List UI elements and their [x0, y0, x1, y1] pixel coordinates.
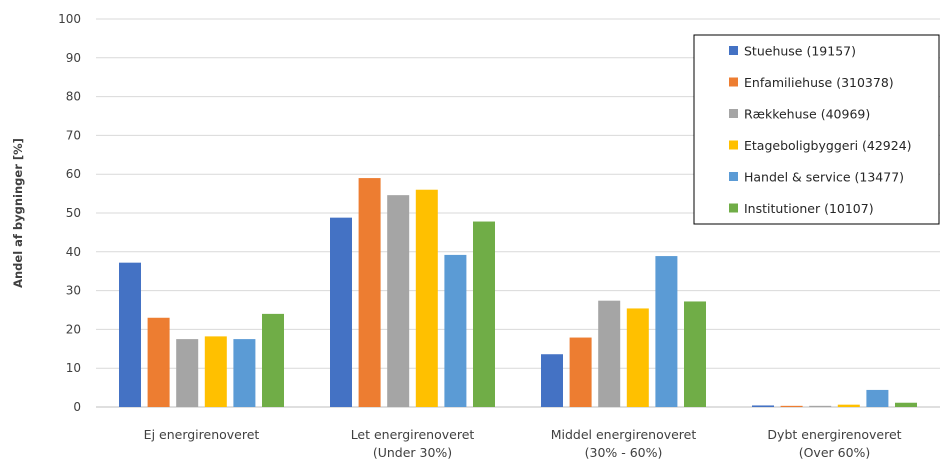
legend-swatch — [729, 46, 738, 55]
bar — [415, 189, 438, 407]
bar — [330, 217, 352, 407]
bar — [262, 313, 284, 407]
bars — [119, 178, 917, 407]
x-tick-label: Middel energirenoveret — [551, 427, 697, 442]
y-tick-label: 50 — [66, 206, 81, 220]
bar — [147, 317, 170, 407]
y-tick-label: 70 — [66, 128, 81, 142]
bar — [626, 308, 649, 407]
y-tick-label: 100 — [58, 12, 81, 26]
y-tick-label: 30 — [66, 284, 81, 298]
legend: Stuehuse (19157) Enfamiliehuse (310378) Ræ… — [693, 34, 940, 225]
bar — [837, 404, 860, 407]
bar — [895, 402, 917, 407]
y-axis-ticks: 0 10 20 30 40 50 60 70 80 90 100 — [58, 12, 81, 414]
bar — [233, 339, 256, 407]
bar — [541, 354, 563, 407]
legend-entry: Stuehuse (19157) — [744, 44, 856, 59]
bar — [204, 336, 227, 407]
x-tick-label: (Under 30%) — [373, 445, 452, 459]
x-tick-label: Ej energirenoveret — [144, 427, 260, 442]
bar — [119, 262, 141, 407]
legend-swatch — [729, 109, 738, 118]
legend-entry: Rækkehuse (40969) — [744, 107, 870, 122]
x-tick-label: (Over 60%) — [799, 445, 871, 459]
legend-swatch — [729, 140, 738, 150]
y-tick-label: 80 — [66, 90, 81, 104]
bar — [655, 256, 678, 407]
y-tick-label: 90 — [66, 51, 81, 65]
y-tick-label: 40 — [66, 245, 81, 259]
legend-swatch — [729, 203, 738, 213]
legend-entry: Etageboligbyggeri (42924) — [744, 138, 912, 153]
bar — [473, 221, 495, 407]
y-tick-label: 10 — [66, 361, 81, 375]
legend-entry: Enfamiliehuse (310378) — [744, 75, 894, 90]
legend-swatch — [729, 172, 738, 181]
bar — [176, 339, 199, 407]
y-tick-label: 20 — [66, 322, 81, 336]
bar — [387, 195, 410, 407]
bar — [866, 389, 889, 407]
x-tick-label: (30% - 60%) — [585, 445, 663, 459]
x-tick-label: Let energirenoveret — [351, 427, 475, 442]
legend-entry: Institutioner (10107) — [744, 201, 874, 216]
y-axis-label: Andel af bygninger [%] — [11, 138, 25, 288]
y-tick-label: 0 — [73, 400, 81, 414]
bar — [358, 178, 381, 407]
legend-entry: Handel & service (13477) — [744, 170, 904, 185]
legend-swatch — [729, 77, 738, 87]
y-tick-label: 60 — [66, 167, 81, 181]
x-axis-labels: Ej energirenoveret Let energirenoveret (Un… — [144, 427, 902, 459]
bar — [569, 337, 592, 407]
x-tick-label: Dybt energirenoveret — [767, 427, 901, 442]
bar — [780, 405, 803, 407]
bar — [684, 301, 706, 407]
legend-box — [693, 34, 940, 225]
bar — [598, 300, 621, 407]
bar — [444, 254, 467, 407]
bar — [809, 405, 832, 407]
bar — [752, 405, 774, 407]
